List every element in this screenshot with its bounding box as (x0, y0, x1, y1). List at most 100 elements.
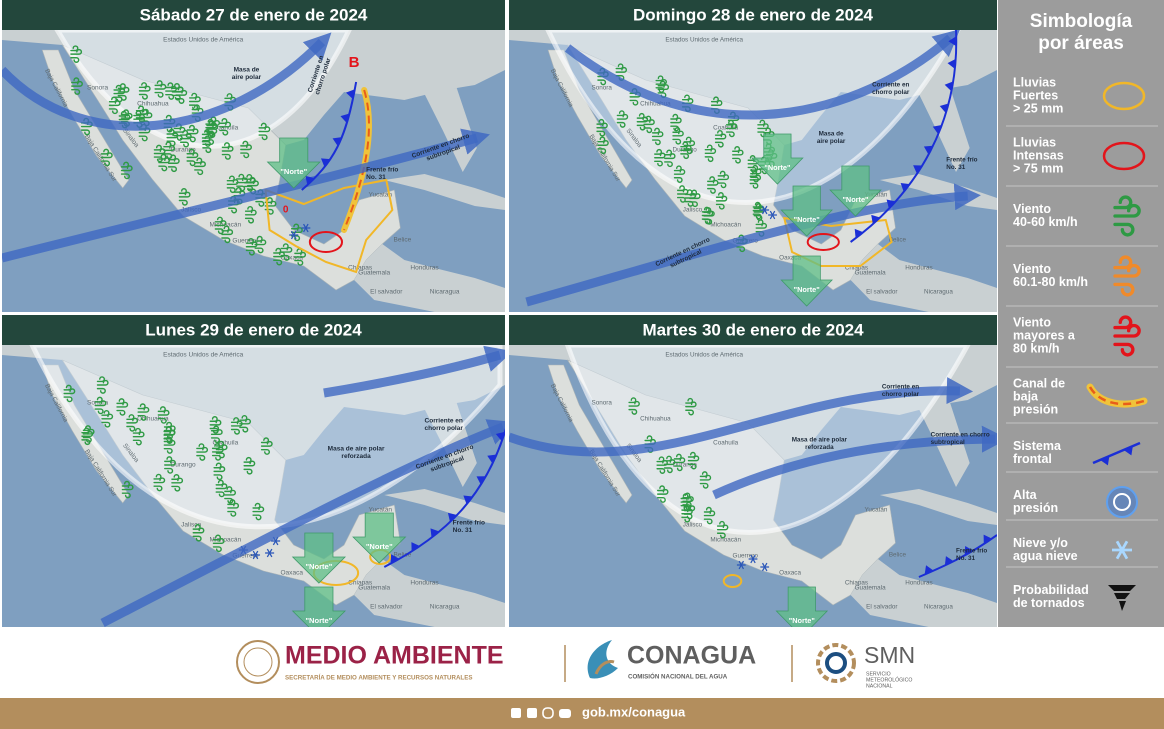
wind-symbol (689, 189, 701, 208)
wind-stroke (63, 384, 76, 403)
annotation: Corriente en (882, 384, 919, 391)
legend-label: mayores a (1013, 328, 1076, 342)
wind-symbol (239, 415, 252, 433)
snow-stroke (738, 560, 745, 570)
smn-sub: SERVICIO (866, 671, 891, 677)
place-label: Nicaragua (924, 604, 953, 611)
wind-stroke (656, 456, 668, 474)
wind-symbol (717, 170, 730, 189)
front-triangle (886, 199, 896, 209)
annotation: Corriente en (872, 82, 909, 89)
front-triangle (411, 542, 421, 552)
panel-title: Martes 30 de enero de 2024 (642, 320, 864, 339)
legend-label: Lluvias (1013, 135, 1056, 149)
wind-stroke (166, 128, 179, 147)
social-icon[interactable] (511, 708, 521, 718)
wind-symbol (260, 437, 273, 455)
snow-symbol (760, 562, 770, 572)
place-label: El salvador (370, 604, 403, 611)
wind-stroke (685, 397, 697, 416)
annotation: reforzada (341, 453, 371, 460)
annotation: No. 31 (946, 164, 965, 171)
snow-symbol (301, 223, 311, 233)
wind-stroke (196, 443, 209, 461)
norte-label: "Norte" (764, 163, 791, 172)
wind-symbol (226, 175, 239, 194)
annotation: No. 31 (956, 555, 975, 562)
wind-symbol (273, 247, 285, 266)
legend-label: > 75 mm (1013, 161, 1063, 175)
place-label: Michoacán (710, 222, 741, 229)
place-label: Belice (889, 552, 907, 559)
annotation: B (349, 54, 360, 71)
wind-stroke (687, 451, 700, 470)
wind-stroke (732, 146, 744, 164)
snow-symbol (736, 560, 746, 570)
front-triangle (390, 554, 400, 564)
rain-area (264, 178, 394, 274)
front-triangle (430, 528, 440, 538)
snow-stroke (302, 223, 309, 233)
annotation: aire polar (817, 138, 846, 145)
place-label: Chiapas (348, 265, 373, 272)
wind-symbol (1113, 195, 1141, 237)
wind-symbol (704, 144, 717, 163)
trough (343, 89, 370, 231)
place-label: Jalisco (683, 522, 703, 529)
place-label: Jalisco (683, 207, 703, 214)
wind-stroke (717, 170, 730, 189)
wind-symbol (616, 110, 629, 128)
front-triangle (476, 476, 486, 485)
place-label: Jalisco (181, 522, 201, 529)
social-icon[interactable] (559, 709, 571, 718)
panel-title-bar (509, 315, 997, 345)
norte-arrow (751, 133, 804, 185)
wind-stroke (209, 416, 222, 434)
wind-stroke (120, 161, 133, 180)
snow-stroke (761, 205, 768, 215)
legend-label: frontal (1013, 452, 1052, 466)
place-label: Chihuahua (137, 101, 169, 108)
wind-symbol (236, 173, 248, 192)
wind-symbol (153, 144, 166, 163)
wind-symbol (596, 118, 608, 137)
wind-stroke (1113, 315, 1141, 357)
wind-stroke (628, 397, 640, 415)
wind-stroke (715, 192, 728, 210)
wind-symbol (63, 384, 76, 403)
url[interactable]: gob.mx/conagua (582, 704, 686, 719)
wind-stroke (260, 437, 273, 455)
wind-stroke (596, 118, 608, 137)
legend-title: por áreas (1038, 33, 1124, 54)
medio-ambiente: MEDIO AMBIENTE (285, 642, 504, 670)
wind-symbol (94, 396, 107, 415)
norte-label: "Norte" (366, 542, 393, 551)
annotation: Masa de aire polar (328, 446, 385, 453)
wind-symbol (673, 453, 686, 472)
wind-symbol (208, 116, 220, 135)
wind-symbol (680, 493, 692, 511)
front-triangle (939, 103, 949, 114)
front-triangle (463, 495, 473, 505)
social-icon[interactable] (542, 707, 554, 719)
land-florida (916, 88, 970, 172)
legend-icon (1102, 81, 1146, 111)
social-icon[interactable] (527, 708, 537, 718)
annotation: Corriente en (425, 418, 463, 425)
wind-symbol (137, 403, 150, 421)
legend-label: presión (1013, 501, 1058, 515)
wind-symbol (188, 92, 201, 111)
wind-stroke (1113, 195, 1141, 237)
norte-arrow (775, 586, 829, 627)
place-label: Chiapas (845, 265, 868, 272)
panel-title-bar (2, 0, 505, 30)
norte-arrow (266, 137, 321, 189)
smn-logo (816, 643, 856, 683)
place-label: Estados Unidos de América (163, 37, 243, 44)
snow-stroke (1115, 540, 1129, 560)
wind-stroke (707, 176, 719, 194)
wind-stroke (701, 206, 714, 225)
wind-symbol (732, 146, 744, 164)
